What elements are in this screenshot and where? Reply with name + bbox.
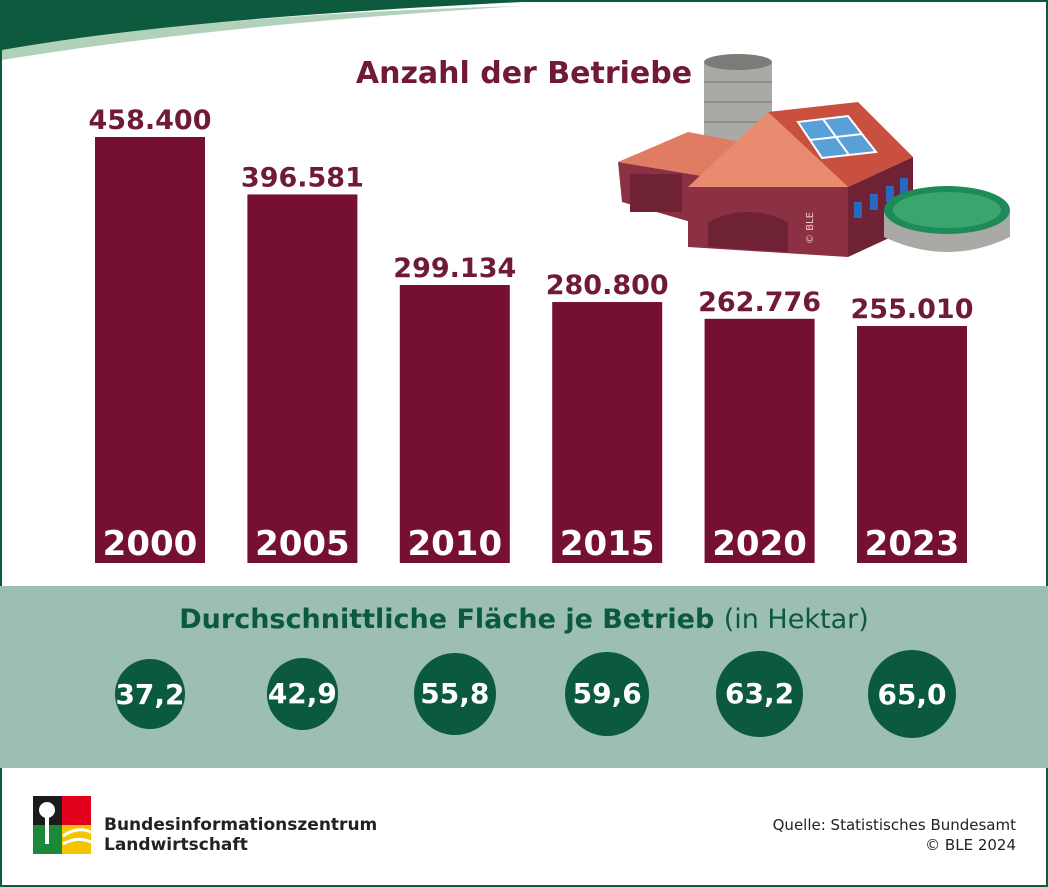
category-label-2020: 2020 (712, 524, 807, 564)
header-swoosh (2, 2, 522, 60)
copyright-text: © BLE 2024 (925, 836, 1016, 854)
area-circle-2023: 65,0 (868, 650, 956, 738)
watermark-text: © BLE (805, 212, 816, 244)
barn-left-wing (618, 132, 768, 227)
bar-2020 (704, 318, 815, 563)
bar-2015 (552, 302, 663, 563)
bar-chart: 458.400 2000 396.581 2005 299.134 2010 280.800… (89, 105, 974, 564)
bzl-logo-icon (33, 796, 92, 854)
bar-2000 (95, 137, 205, 563)
bar-2005 (247, 194, 358, 564)
chart-title: Anzahl der Betriebe (355, 56, 693, 91)
area-circle-2015: 59,6 (565, 651, 650, 737)
organization-name: Bundesinformationszentrum Landwirtschaft (104, 815, 377, 855)
area-band-title: Durchschnittliche Fläche je Betrieb (in … (179, 604, 869, 635)
area-circle-2010: 55,8 (414, 653, 496, 735)
bars-layer: 458.400 2000 396.581 2005 299.134 2010 280.800… (89, 105, 974, 564)
area-circle-2000: 37,2 (115, 659, 185, 729)
area-circle-2020: 63,2 (716, 650, 803, 738)
source-note: Quelle: Statistisches Bundesamt © BLE 20… (773, 815, 1016, 855)
farm-illustration: © BLE (618, 54, 1010, 257)
org-line-1: Bundesinformationszentrum (104, 815, 378, 835)
value-label-2015: 280.800 (546, 270, 669, 301)
value-label-2005: 396.581 (241, 162, 364, 193)
category-label-2023: 2023 (865, 524, 960, 564)
value-label-2000: 458.400 (89, 105, 212, 136)
value-label-2010: 299.134 (393, 253, 516, 284)
category-label-2000: 2000 (103, 524, 198, 564)
biogas-tank-icon (884, 186, 1010, 252)
bar-2023 (857, 326, 967, 563)
value-label-2020: 262.776 (698, 287, 821, 318)
value-label-2023: 255.010 (851, 294, 974, 325)
category-label-2010: 2010 (407, 524, 502, 564)
bar-2010 (399, 285, 510, 563)
source-text: Quelle: Statistisches Bundesamt (772, 816, 1016, 834)
area-circle-2005: 42,9 (266, 658, 339, 730)
category-label-2005: 2005 (255, 524, 350, 564)
category-label-2015: 2015 (560, 524, 655, 564)
org-line-2: Landwirtschaft (104, 835, 248, 855)
